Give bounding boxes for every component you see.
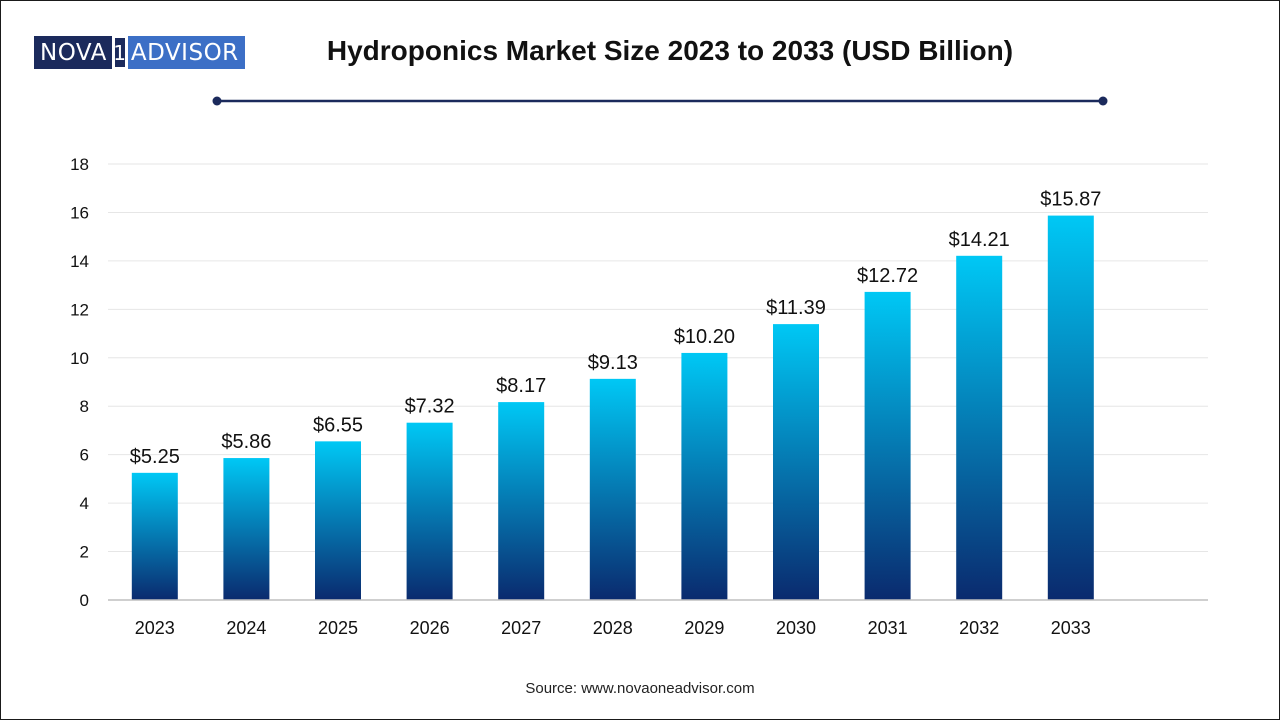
x-tick-label: 2029 [684,618,724,638]
x-tick-label: 2028 [593,618,633,638]
bar-2023 [131,472,178,600]
x-tick-label: 2032 [959,618,999,638]
x-tick-label: 2024 [226,618,266,638]
y-tick-label: 10 [70,349,89,368]
x-tick-label: 2031 [868,618,908,638]
logo-text-right: ADVISOR [127,36,245,69]
y-tick-label: 14 [70,252,89,271]
data-label: $9.13 [588,352,638,374]
x-tick-label: 2023 [135,618,175,638]
y-tick-label: 0 [80,591,89,610]
y-tick-label: 12 [70,300,89,319]
bar-2029 [681,352,728,600]
y-tick-label: 6 [80,446,89,465]
x-tick-label: 2033 [1051,618,1091,638]
bar-2030 [773,324,819,600]
bar-2031 [864,291,911,600]
bar-2026 [406,422,453,600]
data-label: $8.17 [496,375,546,397]
bar-2024 [223,458,270,600]
title-underline-left-dot [212,96,222,106]
bar-2027 [498,402,545,600]
data-labels: $5.25 $5.86 $6.55 $7.32 $8.17 $9.13 $10.20 $11.… [130,189,1102,468]
y-tick-label: 18 [70,155,89,174]
bar-2028 [589,378,636,600]
bar-2025 [315,441,361,600]
chart-title: Hydroponics Market Size 2023 to 2033 (US… [326,35,1014,66]
x-axis-ticks: 2023 2024 2025 2026 2027 2028 2029 2030 2031 2032… [135,618,1091,638]
gridlines [108,163,1208,553]
bar-2033 [1047,215,1094,601]
title-underline [212,96,1108,106]
brand-logo: NOVA 1 ADVISOR [34,36,245,69]
data-label: $7.32 [405,396,455,418]
source-note: Source: www.novaoneadvisor.com [525,680,755,697]
y-tick-label: 4 [80,494,89,513]
y-tick-label: 8 [80,397,89,416]
x-tick-label: 2027 [501,618,541,638]
title-underline-right-dot [1098,96,1108,106]
y-axis-ticks: 0 2 4 6 8 10 12 14 16 18 [70,155,89,610]
logo-text-left: NOVA [34,36,112,69]
data-label: $10.20 [674,326,735,348]
x-tick-label: 2030 [776,618,816,638]
data-label: $12.72 [857,265,918,287]
bar-2032 [956,255,1003,600]
data-label: $14.21 [949,229,1010,251]
data-label: $6.55 [313,414,363,436]
logo-digit: 1 [112,36,127,69]
bars [131,215,1094,601]
y-tick-label: 2 [80,543,89,562]
y-tick-label: 16 [70,203,89,222]
data-label: $5.86 [221,431,271,453]
x-tick-label: 2026 [410,618,450,638]
x-tick-label: 2025 [318,618,358,638]
data-label: $11.39 [766,297,826,319]
data-label: $15.87 [1040,189,1101,211]
data-label: $5.25 [130,446,180,468]
